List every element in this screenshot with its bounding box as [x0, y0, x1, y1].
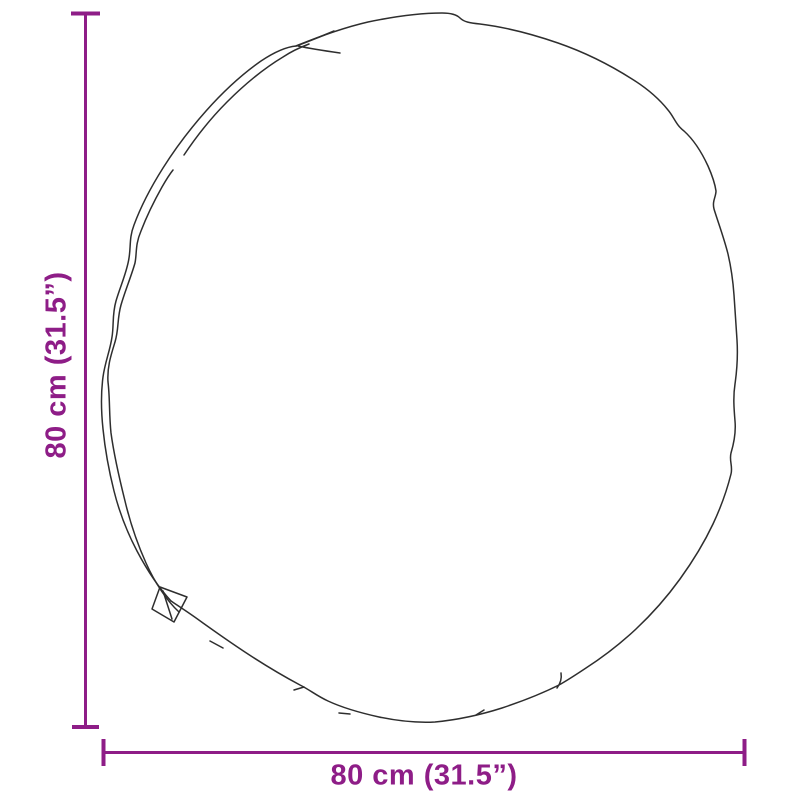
width-dimension-label: 80 cm (31.5”) — [330, 759, 518, 792]
product-outline-left-stroke — [100, 30, 335, 602]
product-outline-sketch — [170, 12, 739, 723]
height-dimension-label: 80 cm (31.5”) — [40, 271, 73, 459]
sketch-tick-marks — [209, 640, 485, 716]
sketch-hook-mark — [556, 672, 562, 689]
sketch-tab-notch — [151, 586, 188, 623]
sketch-branch-stroke — [297, 45, 341, 54]
product-outline-overlap-stroke — [107, 43, 310, 613]
